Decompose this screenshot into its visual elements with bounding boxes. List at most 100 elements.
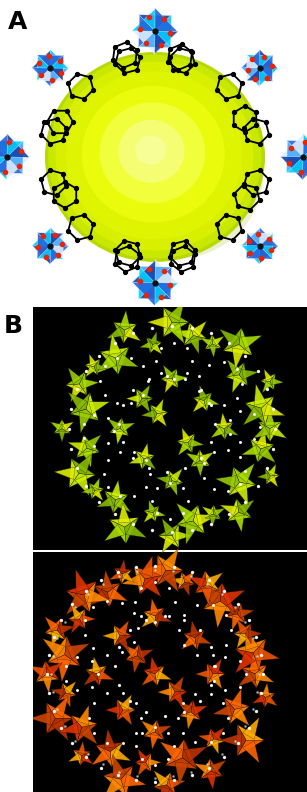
Polygon shape (175, 375, 188, 383)
Polygon shape (139, 31, 172, 48)
Polygon shape (202, 588, 212, 605)
Polygon shape (110, 742, 123, 767)
Polygon shape (190, 337, 199, 354)
Polygon shape (154, 510, 166, 516)
Polygon shape (235, 652, 255, 673)
Polygon shape (81, 754, 93, 764)
Polygon shape (211, 675, 222, 689)
Polygon shape (209, 346, 216, 357)
Polygon shape (261, 397, 274, 425)
Polygon shape (116, 348, 129, 375)
Polygon shape (169, 323, 184, 344)
Polygon shape (100, 348, 129, 358)
Polygon shape (220, 583, 235, 612)
Polygon shape (196, 634, 212, 644)
Polygon shape (253, 426, 269, 438)
Polygon shape (157, 725, 172, 735)
Polygon shape (137, 644, 146, 664)
Polygon shape (115, 498, 131, 512)
Polygon shape (270, 374, 275, 390)
Polygon shape (105, 706, 120, 714)
Polygon shape (196, 463, 204, 477)
Polygon shape (132, 261, 155, 283)
Polygon shape (242, 246, 260, 265)
Polygon shape (138, 649, 154, 659)
Polygon shape (144, 511, 156, 521)
Polygon shape (155, 266, 172, 299)
Polygon shape (108, 583, 120, 607)
Polygon shape (37, 68, 64, 82)
Polygon shape (79, 371, 87, 395)
Polygon shape (137, 398, 153, 408)
Polygon shape (182, 572, 195, 584)
Polygon shape (163, 571, 178, 592)
Polygon shape (265, 409, 275, 425)
Ellipse shape (119, 120, 185, 183)
Polygon shape (0, 157, 7, 181)
Polygon shape (73, 750, 81, 766)
Polygon shape (262, 382, 271, 393)
Polygon shape (50, 246, 69, 264)
Polygon shape (90, 590, 108, 605)
Polygon shape (200, 452, 214, 463)
Polygon shape (241, 336, 262, 348)
Polygon shape (169, 691, 187, 703)
Polygon shape (122, 573, 134, 582)
Polygon shape (114, 636, 132, 646)
Polygon shape (206, 573, 223, 587)
Polygon shape (110, 520, 126, 544)
Polygon shape (65, 681, 76, 693)
Polygon shape (75, 475, 89, 496)
Polygon shape (94, 359, 100, 375)
Polygon shape (83, 615, 96, 623)
Polygon shape (109, 572, 122, 580)
Polygon shape (237, 603, 245, 623)
Polygon shape (59, 625, 75, 634)
Polygon shape (156, 413, 167, 426)
Polygon shape (235, 649, 259, 671)
Polygon shape (207, 774, 216, 790)
Polygon shape (120, 310, 130, 327)
Polygon shape (182, 584, 189, 596)
Polygon shape (184, 322, 193, 345)
Polygon shape (142, 721, 155, 733)
Polygon shape (193, 400, 205, 412)
Polygon shape (227, 360, 241, 375)
Polygon shape (59, 683, 66, 701)
Polygon shape (136, 451, 154, 459)
Polygon shape (45, 619, 61, 633)
Polygon shape (7, 157, 30, 180)
Polygon shape (46, 703, 73, 718)
Polygon shape (0, 157, 24, 173)
Polygon shape (206, 398, 220, 406)
Polygon shape (126, 524, 147, 538)
Polygon shape (45, 617, 58, 630)
Polygon shape (150, 657, 159, 672)
Polygon shape (224, 698, 235, 724)
Polygon shape (91, 489, 104, 499)
Polygon shape (238, 500, 254, 514)
Polygon shape (199, 385, 207, 399)
Polygon shape (124, 774, 146, 786)
Polygon shape (220, 505, 237, 516)
Polygon shape (182, 739, 197, 769)
Polygon shape (107, 418, 120, 430)
Polygon shape (84, 435, 99, 452)
Polygon shape (201, 759, 211, 779)
Polygon shape (193, 398, 207, 411)
Polygon shape (137, 389, 142, 408)
Polygon shape (143, 578, 161, 596)
Polygon shape (50, 233, 64, 259)
Polygon shape (193, 393, 212, 401)
Polygon shape (204, 583, 222, 609)
Polygon shape (113, 495, 128, 513)
Polygon shape (205, 514, 221, 520)
Polygon shape (256, 429, 266, 447)
Polygon shape (143, 458, 156, 470)
Polygon shape (155, 14, 172, 48)
Polygon shape (85, 365, 97, 375)
Polygon shape (139, 283, 172, 299)
Polygon shape (150, 342, 162, 353)
Polygon shape (71, 715, 82, 742)
Polygon shape (89, 483, 95, 499)
